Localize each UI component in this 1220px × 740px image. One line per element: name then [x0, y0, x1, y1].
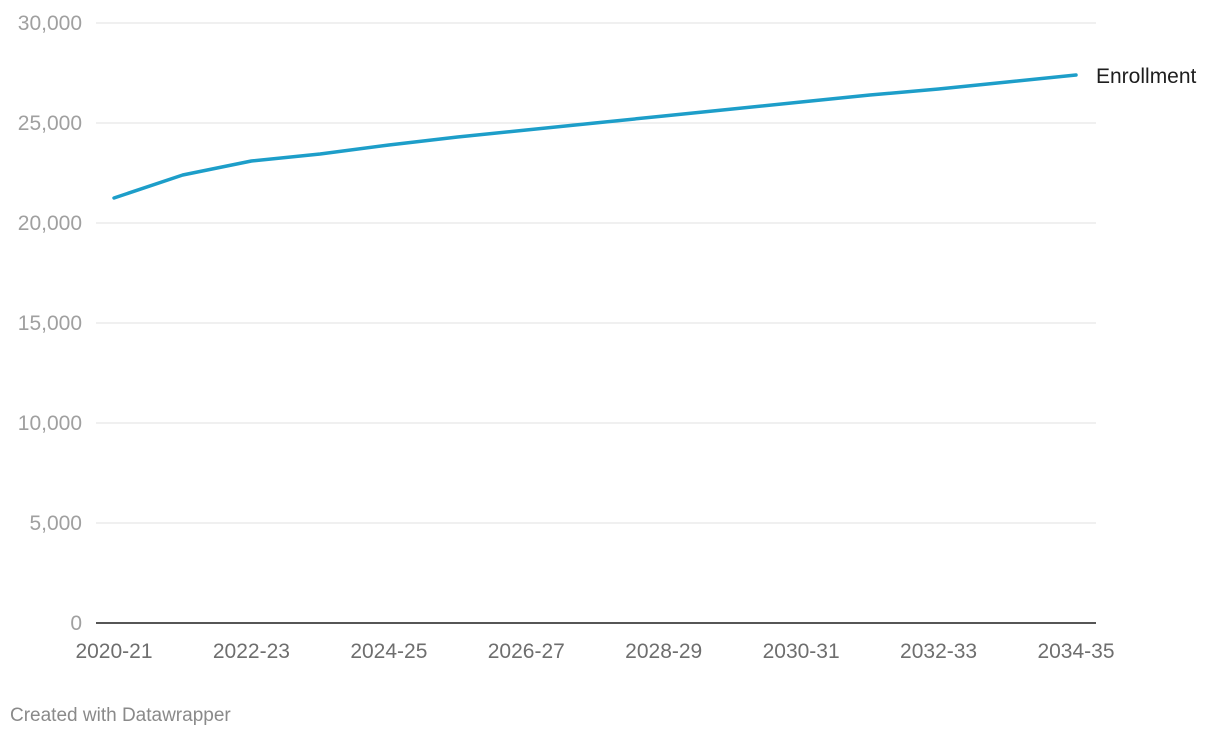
x-tick-label: 2022-23 [213, 640, 290, 663]
y-tick-label: 0 [70, 612, 82, 635]
y-tick-label: 30,000 [18, 12, 82, 35]
y-tick-label: 25,000 [18, 112, 82, 135]
x-tick-label: 2026-27 [488, 640, 565, 663]
y-tick-label: 20,000 [18, 212, 82, 235]
y-tick-label: 15,000 [18, 312, 82, 335]
series-label-enrollment: Enrollment [1096, 65, 1197, 88]
x-tick-label: 2030-31 [763, 640, 840, 663]
x-tick-label: 2034-35 [1037, 640, 1114, 663]
x-tick-label: 2020-21 [75, 640, 152, 663]
footer-credit: Created with Datawrapper [10, 705, 231, 726]
x-tick-label: 2032-33 [900, 640, 977, 663]
y-axis-ticks: 0 5,000 10,000 15,000 20,000 25,000 30,000 [18, 12, 82, 635]
series-group: Enrollment [112, 65, 1197, 200]
x-tick-label: 2028-29 [625, 640, 702, 663]
x-axis-ticks: 2020-21 2022-23 2024-25 2026-27 2028-29 2030-… [75, 640, 1114, 663]
y-tick-label: 10,000 [18, 412, 82, 435]
gridlines [96, 22, 1096, 624]
y-tick-label: 5,000 [29, 512, 82, 535]
x-tick-label: 2024-25 [350, 640, 427, 663]
series-line-enrollment [112, 73, 1078, 200]
